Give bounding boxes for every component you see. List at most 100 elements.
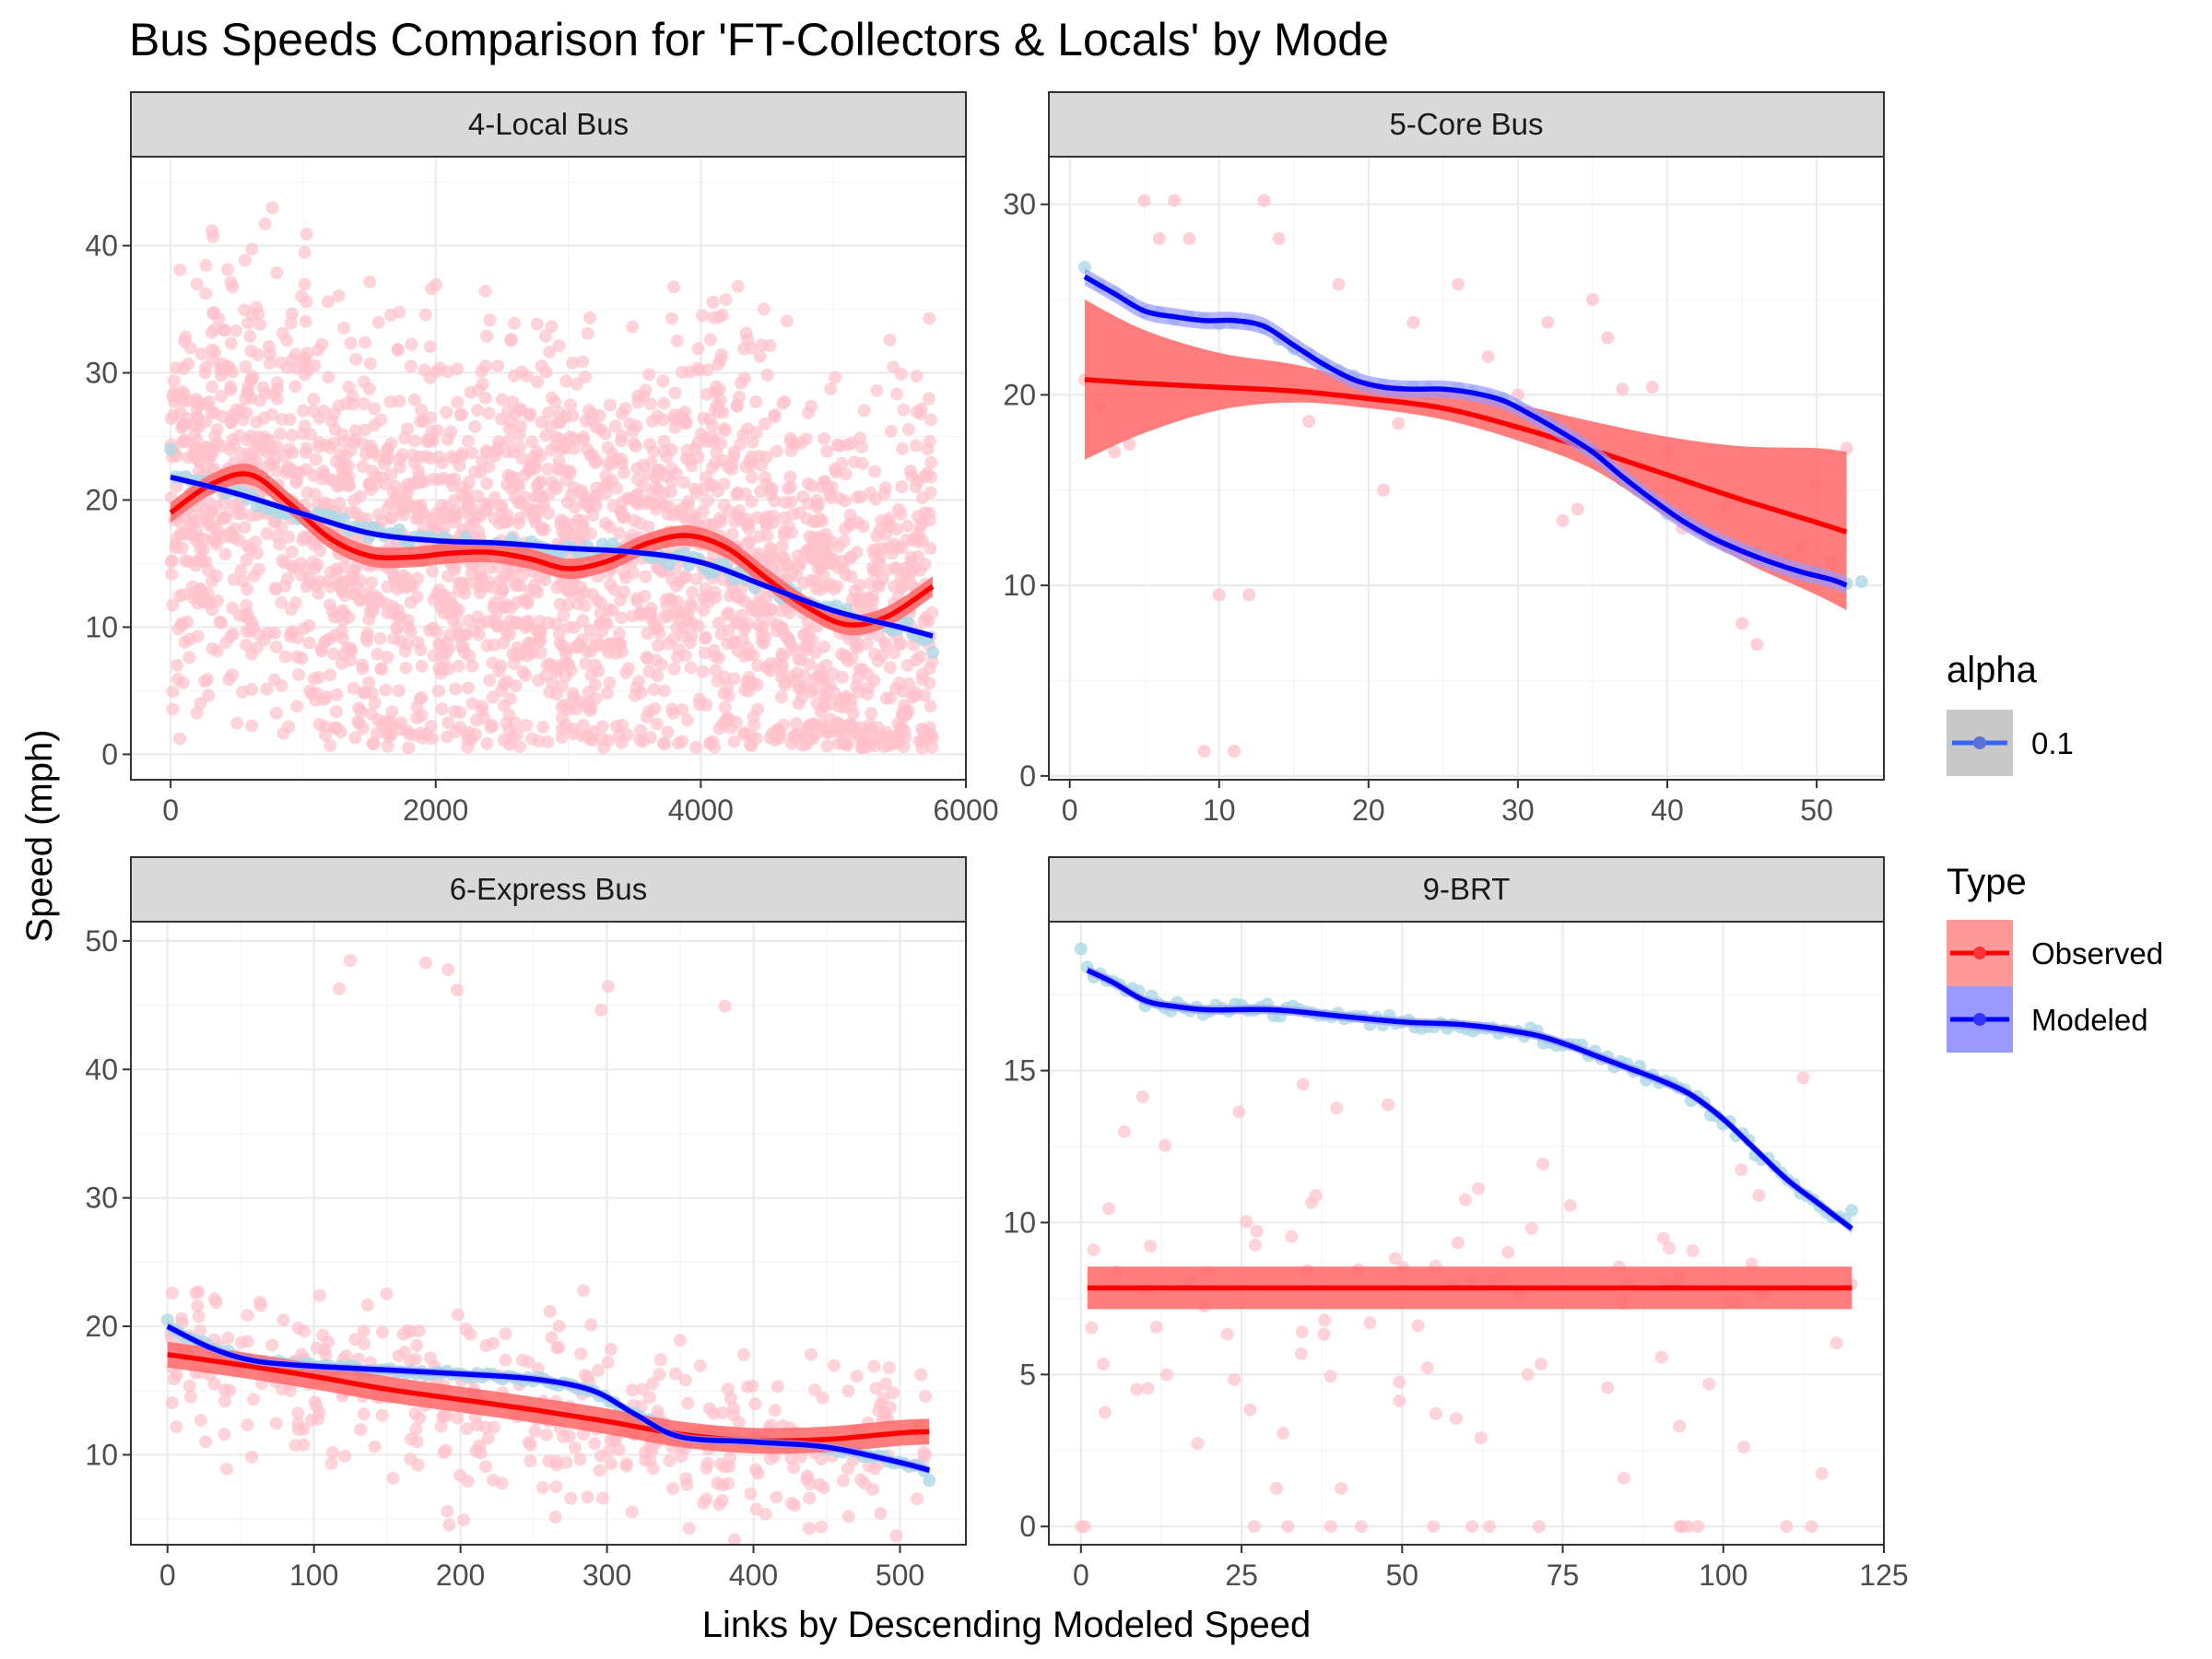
observed-point xyxy=(215,389,229,403)
observed-point xyxy=(166,702,180,716)
observed-point xyxy=(451,1411,465,1425)
observed-point xyxy=(768,1404,782,1418)
observed-point xyxy=(285,429,299,442)
observed-point xyxy=(424,720,438,734)
observed-point xyxy=(562,1430,576,1443)
observed-point xyxy=(1281,1520,1295,1534)
observed-point xyxy=(1830,1336,1843,1350)
observed-point xyxy=(669,413,683,427)
observed-point xyxy=(737,623,751,637)
observed-point xyxy=(1243,1403,1257,1417)
observed-point xyxy=(1393,1394,1406,1407)
observed-point xyxy=(504,333,518,347)
observed-point xyxy=(870,383,884,397)
observed-point xyxy=(743,535,757,548)
chart-title: Bus Speeds Comparison for 'FT-Collectors… xyxy=(129,14,1389,65)
observed-point xyxy=(562,464,576,477)
observed-point xyxy=(354,1423,368,1437)
observed-point xyxy=(626,320,640,334)
observed-point xyxy=(414,499,428,512)
observed-point xyxy=(642,606,656,620)
observed-point xyxy=(576,525,590,539)
observed-point xyxy=(763,657,777,671)
observed-point xyxy=(836,1474,850,1488)
observed-point xyxy=(666,631,680,645)
observed-point xyxy=(1276,1427,1289,1441)
observed-point xyxy=(404,359,418,373)
observed-point xyxy=(584,644,598,658)
observed-point xyxy=(486,656,500,670)
observed-point xyxy=(692,698,706,712)
observed-point xyxy=(191,1299,205,1312)
observed-point xyxy=(799,432,813,446)
observed-point xyxy=(236,685,250,699)
observed-point xyxy=(206,518,220,532)
observed-point xyxy=(165,1396,179,1410)
observed-point xyxy=(416,731,429,745)
observed-point xyxy=(917,470,931,484)
observed-point xyxy=(710,445,724,459)
observed-point xyxy=(1377,483,1391,497)
observed-point xyxy=(509,616,523,629)
panel-3: 9-BRT 0 25 50 75 100 125 0 5 10 15 xyxy=(1003,856,1909,1592)
observed-point xyxy=(570,702,583,716)
observed-point xyxy=(243,624,257,638)
observed-point xyxy=(712,382,726,396)
observed-point xyxy=(712,358,725,371)
observed-point xyxy=(330,688,344,701)
observed-point xyxy=(657,684,671,698)
observed-point xyxy=(896,709,910,723)
observed-point xyxy=(246,1393,260,1406)
observed-point xyxy=(601,1356,615,1370)
x-tick-label: 25 xyxy=(1225,1559,1258,1592)
observed-point xyxy=(844,437,858,451)
observed-point xyxy=(831,561,845,575)
observed-point xyxy=(392,1349,406,1363)
observed-point xyxy=(478,359,492,373)
observed-point xyxy=(594,595,607,609)
observed-point xyxy=(633,724,647,737)
observed-point xyxy=(549,1480,563,1494)
observed-point xyxy=(581,1490,594,1504)
observed-point xyxy=(412,1324,426,1338)
observed-point xyxy=(218,1382,231,1396)
observed-point xyxy=(442,606,456,620)
observed-point xyxy=(297,622,311,636)
observed-point xyxy=(479,1339,493,1353)
modeled-point xyxy=(164,442,178,456)
observed-point xyxy=(295,289,309,303)
observed-point xyxy=(1085,1321,1099,1335)
observed-point xyxy=(656,374,670,388)
modeled-line xyxy=(170,475,934,639)
observed-point xyxy=(729,615,743,629)
observed-point xyxy=(499,1327,512,1341)
observed-point xyxy=(1541,315,1555,329)
observed-point xyxy=(673,1334,687,1347)
observed-point xyxy=(1601,331,1615,345)
observed-point xyxy=(245,719,259,733)
observed-point xyxy=(1159,1368,1173,1382)
observed-point xyxy=(651,669,665,683)
observed-point xyxy=(483,561,497,575)
observed-point xyxy=(526,646,540,660)
observed-point xyxy=(359,630,373,644)
observed-point xyxy=(352,701,366,715)
observed-point xyxy=(285,307,299,321)
observed-point xyxy=(229,324,242,337)
observed-point xyxy=(725,636,739,650)
observed-point xyxy=(782,520,795,534)
observed-point xyxy=(736,428,750,441)
observed-point xyxy=(706,419,720,433)
observed-point xyxy=(702,1402,716,1416)
observed-point xyxy=(174,617,188,630)
observed-point xyxy=(1702,1377,1716,1391)
observed-point xyxy=(524,583,537,597)
observed-point xyxy=(712,616,725,629)
observed-point xyxy=(296,427,310,441)
observed-point xyxy=(473,586,487,600)
observed-point xyxy=(246,308,260,322)
observed-point xyxy=(1427,1520,1441,1534)
observed-point xyxy=(783,470,797,484)
observed-point xyxy=(195,554,209,568)
observed-point xyxy=(890,387,904,401)
